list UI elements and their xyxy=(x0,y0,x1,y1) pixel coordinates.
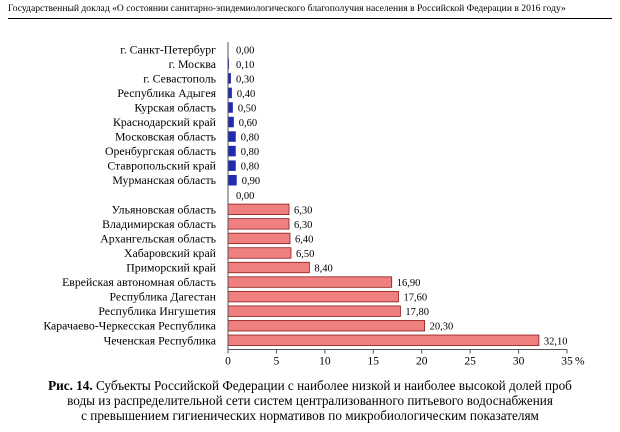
value-label: 17,80 xyxy=(405,307,429,318)
value-label: 0,90 xyxy=(242,176,260,187)
category-label: Хабаровский край xyxy=(124,246,217,260)
category-label: Республика Дагестан xyxy=(110,290,217,304)
value-label: 0,60 xyxy=(239,118,257,129)
category-label: Чеченская Республика xyxy=(104,333,217,347)
bar-16 xyxy=(227,276,393,288)
x-tick-label: 5 xyxy=(274,356,280,368)
value-label: 0,00 xyxy=(236,45,254,56)
category-label: Ульяновская область xyxy=(112,202,217,216)
bar-11 xyxy=(227,203,290,215)
bar-15 xyxy=(227,261,310,274)
value-label: 6,50 xyxy=(296,249,314,260)
caption-line-1: Рис. 14. Субъекты Российской Федерации с… xyxy=(8,378,612,393)
caption-line-3: с превышением гигиенических нормативов п… xyxy=(81,408,539,423)
bar-5 xyxy=(228,116,234,128)
category-label: Республика Ингушетия xyxy=(98,304,216,318)
value-label: 32,10 xyxy=(544,336,568,347)
category-label: Оренбургская область xyxy=(105,144,217,158)
bar-9 xyxy=(228,174,237,186)
value-label: 0,80 xyxy=(241,133,259,144)
x-tick-label: 25 xyxy=(464,356,476,368)
x-tick-label: 30 xyxy=(513,356,525,368)
category-label: Еврейская автономная область xyxy=(62,275,217,289)
value-label: 16,90 xyxy=(397,278,421,289)
value-label: 0,50 xyxy=(238,103,256,114)
figure-caption: Рис. 14. Субъекты Российской Федерации с… xyxy=(8,378,612,423)
bar-20 xyxy=(227,334,540,346)
bar-group xyxy=(227,58,540,346)
category-label: Республика Адыгея xyxy=(117,86,216,100)
x-tick-label: 15 xyxy=(368,356,380,368)
bar-7 xyxy=(228,145,236,157)
value-label: 0,00 xyxy=(236,191,254,202)
category-label: г. Санкт-Петербург xyxy=(120,42,216,56)
category-label: Карачаево-Черкесская Республика xyxy=(43,319,216,333)
x-axis: 0 5 10 15 20 25 30 35% xyxy=(225,42,585,368)
header-rule xyxy=(8,18,612,19)
x-tick-label: 35 xyxy=(561,356,573,368)
category-label: г. Москва xyxy=(169,57,217,71)
bar-12 xyxy=(227,218,290,230)
bar-6 xyxy=(228,131,236,142)
bar-8 xyxy=(228,160,236,171)
value-label: 0,40 xyxy=(237,89,255,100)
value-label: 17,60 xyxy=(403,293,427,304)
value-label: 0,80 xyxy=(241,147,259,158)
value-label: 6,30 xyxy=(294,205,312,216)
value-label-group: 0,00 0,10 0,30 0,40 0,50 0,60 0,80 0,80 0,80 0,90… xyxy=(236,45,568,347)
value-label: 0,30 xyxy=(236,74,254,85)
bar-3 xyxy=(228,87,232,99)
bar-19 xyxy=(227,320,426,332)
category-label: Краснодарский край xyxy=(113,115,217,129)
caption-line-2: воды из распределительной сети систем це… xyxy=(67,393,553,408)
bar-17 xyxy=(227,290,399,303)
bar-2 xyxy=(228,73,231,84)
caption-text-1: Субъекты Российской Федерации с наиболее… xyxy=(95,378,572,393)
value-label: 0,80 xyxy=(241,162,259,173)
value-label: 0,10 xyxy=(236,60,254,71)
value-label: 8,40 xyxy=(314,264,332,275)
category-label: Курская область xyxy=(134,100,216,114)
value-label: 6,40 xyxy=(295,234,313,245)
category-label: Архангельская область xyxy=(100,231,216,245)
bar-14 xyxy=(227,247,292,259)
category-label: Приморский край xyxy=(126,261,216,275)
x-unit-label: % xyxy=(575,356,585,368)
x-tick-label: 0 xyxy=(225,356,231,368)
category-label: Ставропольский край xyxy=(107,159,216,173)
x-tick-label: 20 xyxy=(416,356,428,368)
caption-prefix: Рис. 14. xyxy=(48,378,93,393)
category-label: Мурманская область xyxy=(112,173,216,187)
category-label: г. Севастополь xyxy=(143,71,216,85)
x-tick-label: 10 xyxy=(319,356,331,368)
category-label: Владимирская область xyxy=(102,217,217,231)
bar-18 xyxy=(227,305,401,317)
value-label: 20,30 xyxy=(430,322,454,333)
bar-13 xyxy=(227,232,291,245)
value-label: 6,30 xyxy=(294,220,312,231)
report-header: Государственный доклад «О состоянии сани… xyxy=(8,3,566,14)
category-label: Московская область xyxy=(115,130,217,144)
bar-4 xyxy=(228,102,233,113)
